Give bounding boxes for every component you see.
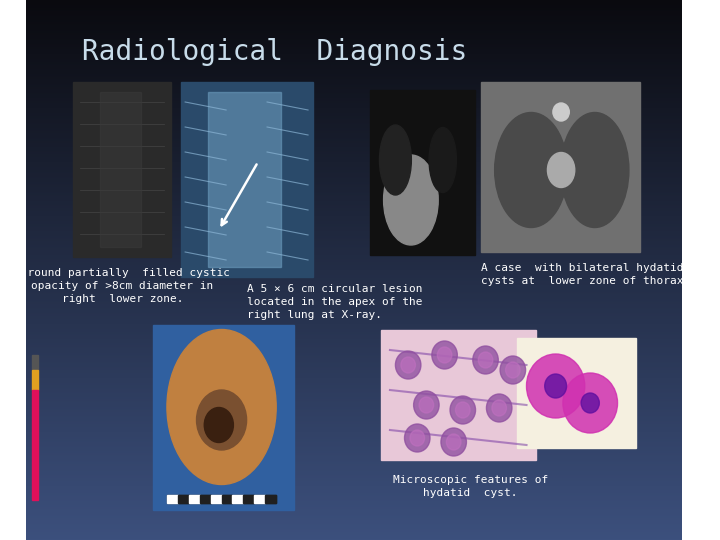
Circle shape xyxy=(437,347,452,363)
Bar xyxy=(73,82,171,257)
Bar xyxy=(32,370,37,390)
Bar xyxy=(167,495,276,503)
Bar xyxy=(481,82,640,252)
Bar xyxy=(178,495,189,503)
Text: A round partially  filled cystic
opacity of >8cm diameter in
right  lower zone.: A round partially filled cystic opacity … xyxy=(14,268,230,305)
Circle shape xyxy=(456,402,470,418)
Circle shape xyxy=(446,434,461,450)
Circle shape xyxy=(487,394,512,422)
Circle shape xyxy=(545,374,567,398)
Ellipse shape xyxy=(495,112,567,227)
Bar xyxy=(189,495,199,503)
Ellipse shape xyxy=(429,127,456,192)
Circle shape xyxy=(478,352,492,368)
Circle shape xyxy=(505,362,520,378)
Bar xyxy=(181,82,312,277)
Circle shape xyxy=(405,424,430,452)
Text: A case  with bilateral hydatid
cysts at  lower zone of thorax.: A case with bilateral hydatid cysts at l… xyxy=(481,263,690,286)
Circle shape xyxy=(413,391,439,419)
Ellipse shape xyxy=(384,155,438,245)
Bar xyxy=(518,338,636,448)
Ellipse shape xyxy=(204,408,233,442)
Bar xyxy=(32,355,37,370)
Ellipse shape xyxy=(167,329,276,484)
Bar xyxy=(101,92,141,247)
Circle shape xyxy=(419,397,433,413)
Ellipse shape xyxy=(197,390,246,450)
Bar xyxy=(222,495,233,503)
Bar xyxy=(381,330,536,460)
Ellipse shape xyxy=(561,112,629,227)
Bar xyxy=(243,495,254,503)
Bar xyxy=(265,495,276,503)
Ellipse shape xyxy=(379,125,411,195)
Bar xyxy=(32,390,37,500)
Bar xyxy=(153,325,294,510)
Circle shape xyxy=(410,430,425,446)
Ellipse shape xyxy=(553,103,570,121)
Circle shape xyxy=(500,356,526,384)
Text: A 5 × 6 cm circular lesion
located in the apex of the
right lung at X-ray.: A 5 × 6 cm circular lesion located in th… xyxy=(247,284,423,320)
Bar xyxy=(211,495,222,503)
Text: Microscopic features of
hydatid  cyst.: Microscopic features of hydatid cyst. xyxy=(392,475,548,498)
Circle shape xyxy=(473,346,498,374)
Circle shape xyxy=(395,351,421,379)
Text: Radiological  Diagnosis: Radiological Diagnosis xyxy=(82,38,467,66)
Bar xyxy=(254,495,265,503)
Circle shape xyxy=(492,400,506,416)
Circle shape xyxy=(526,354,585,418)
Circle shape xyxy=(581,393,599,413)
Ellipse shape xyxy=(547,152,575,187)
Circle shape xyxy=(432,341,457,369)
Circle shape xyxy=(441,428,467,456)
Circle shape xyxy=(450,396,475,424)
Bar xyxy=(199,495,211,503)
Circle shape xyxy=(401,357,415,373)
Bar xyxy=(370,90,474,255)
Bar xyxy=(233,495,243,503)
Bar xyxy=(208,92,281,267)
Circle shape xyxy=(563,373,618,433)
Bar xyxy=(167,495,178,503)
